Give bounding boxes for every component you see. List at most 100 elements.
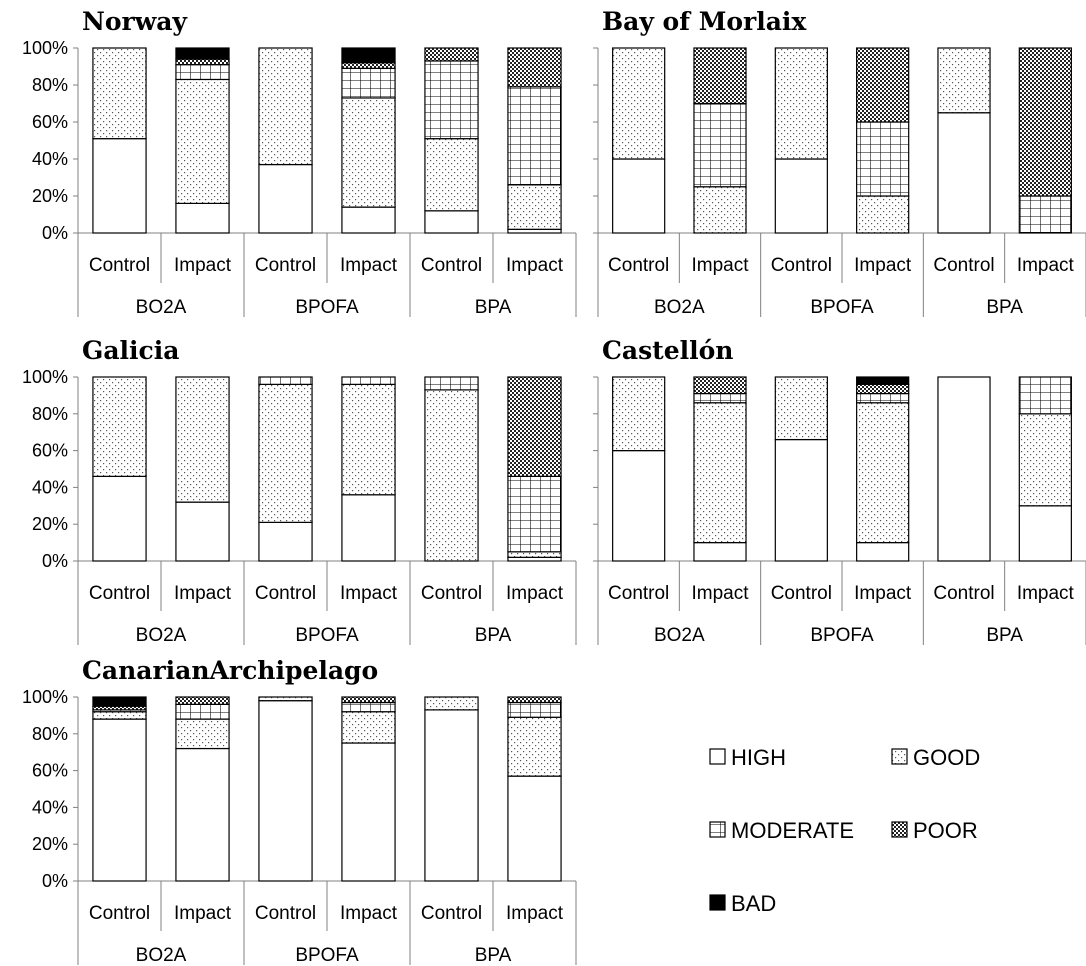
legend-label: HIGH [731,745,786,770]
bar-segment-good [937,47,991,114]
legend-item-high: HIGH [709,745,786,770]
bar-segment-moderate [341,67,396,99]
bar-segment-good [175,376,230,503]
bar-segment-poor [856,383,910,395]
bar-segment-poor [175,58,230,66]
x-category-label: Impact [340,255,398,276]
x-category-label: Control [771,583,832,604]
x-group-label: BPA [986,297,1023,318]
chart-panel-norway: Norway 0% 20% 40% 60% 80% 100% Control Impact Con… [22,7,577,318]
bar-segment-moderate [856,121,910,197]
bar-segment-good [92,376,147,477]
bar-segment-good [693,186,747,234]
legend-swatch [709,748,726,765]
chart-panel-bay-of-morlaix: Bay of Morlaix Control Impact Control Impact… [593,7,1086,318]
legend-label: POOR [913,818,978,843]
x-category-label: Control [89,583,150,604]
bar-segment-high [258,521,313,562]
y-tick-label: 40% [32,149,68,169]
x-category-label: Impact [340,583,398,604]
bar-segment-good [507,184,562,230]
bar-segment-good [424,138,479,212]
bar-segment-good [774,376,828,441]
bar-segment-poor [175,696,230,705]
x-category-label: Impact [506,583,564,604]
bar-segment-poor [507,47,562,88]
x-group-label: BPOFA [295,297,359,318]
bar-segment-good [175,78,230,204]
panel-title: Castellón [602,336,733,365]
bar-segment-high [856,541,910,562]
x-category-label: Impact [854,583,912,604]
x-category-label: Impact [174,583,232,604]
y-tick-label: 80% [32,75,68,95]
panel-title: Norway [82,7,188,36]
y-tick-label: 60% [32,761,68,781]
bar-segment-moderate [341,701,396,713]
legend-swatch [709,894,726,911]
legend-item-bad: BAD [709,891,776,916]
bar-segment-good [258,383,313,523]
x-category-label: Control [255,255,316,276]
panel-title: Galicia [82,336,179,365]
bar-segment-high [258,163,313,234]
x-group-label: BPA [475,945,512,966]
x-category-label: Control [255,583,316,604]
bar-segment-good [612,47,666,160]
x-category-label: Impact [506,903,564,924]
x-category-label: Control [608,255,669,276]
legend-label: MODERATE [731,818,854,843]
bar-segment-high [612,158,666,234]
bar-segment-poor [424,47,479,62]
bar-segment-good [507,551,562,558]
y-tick-label: 80% [32,724,68,744]
bar-segment-good [1018,413,1072,507]
x-category-label: Impact [174,255,232,276]
x-group-label: BO2A [654,625,705,646]
x-category-label: Impact [506,255,564,276]
bar-segment-high [693,541,747,562]
bar-segment-moderate [507,475,562,553]
x-category-label: Impact [340,903,398,924]
bar-segment-high [92,138,147,234]
bar-segment-good [92,711,147,720]
x-group-label: BPA [986,625,1023,646]
bar-segment-high [258,700,313,882]
bar-segment-high [937,112,991,234]
bar-segment-high [175,501,230,562]
bar-segment-poor [341,696,396,704]
bar-segment-moderate [1018,376,1072,415]
bar-segment-moderate [175,64,230,81]
bar-segment-good [92,47,147,140]
bar-segment-good [507,716,562,777]
y-tick-label: 100% [22,367,68,387]
y-tick-label: 20% [32,186,68,206]
bar-segment-high [92,475,147,562]
bar-segment-good [258,696,313,702]
x-group-label: BO2A [136,945,187,966]
bar-segment-good [341,383,396,496]
y-tick-label: 100% [22,38,68,58]
legend-label: BAD [731,891,776,916]
legend-swatch [709,821,726,838]
bar-segment-poor [856,47,910,123]
x-category-label: Impact [1017,583,1075,604]
bar-segment-high [341,206,396,234]
bar-segment-moderate [258,376,313,385]
bar-segment-bad [341,47,396,64]
y-tick-label: 60% [32,112,68,132]
x-group-label: BO2A [136,625,187,646]
bar-segment-good [424,696,479,711]
x-category-label: Control [89,255,150,276]
bar-segment-good [856,195,910,234]
x-category-label: Impact [854,255,912,276]
bar-segment-poor [507,376,562,477]
bar-segment-high [937,376,991,562]
bar-segment-high [175,202,230,234]
y-tick-label: 60% [32,441,68,461]
bar-segment-high [1018,505,1072,562]
x-category-label: Control [421,903,482,924]
bar-segment-moderate [341,376,396,385]
bar-segment-poor [507,696,562,704]
